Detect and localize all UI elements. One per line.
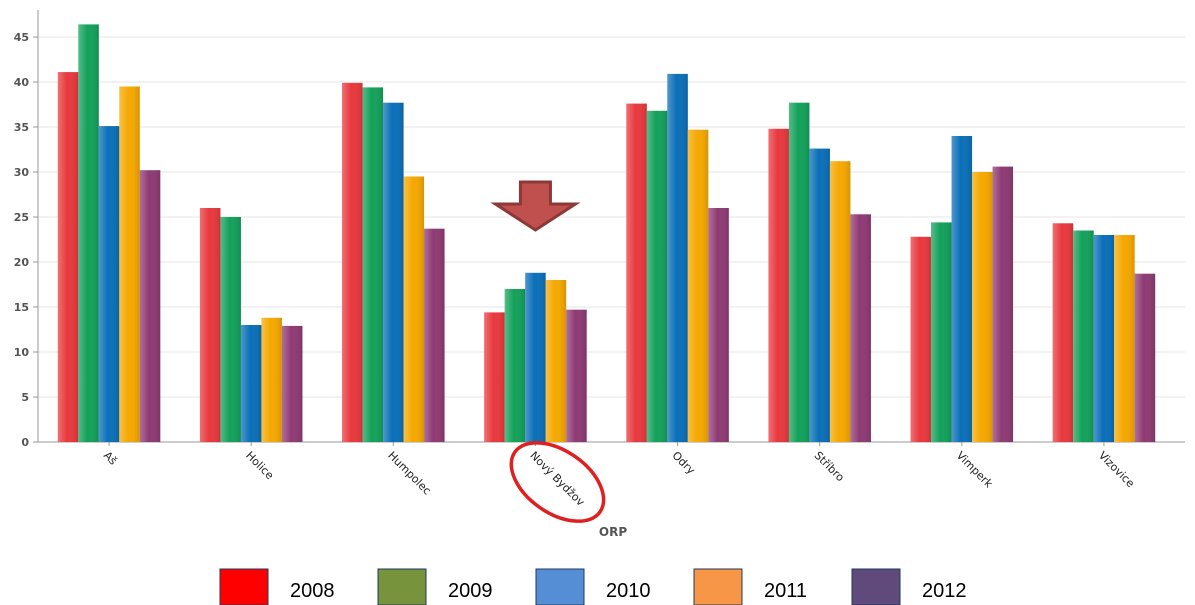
bar-shading xyxy=(910,236,932,442)
bar-shading xyxy=(342,82,363,443)
y-tick-label: 5 xyxy=(21,391,29,404)
legend: 2008 2009 2010 2011 2012 xyxy=(219,568,967,605)
bar-shading xyxy=(484,312,505,442)
bar-shading xyxy=(78,24,99,443)
y-tick-label: 20 xyxy=(14,256,30,269)
bar-shading xyxy=(992,166,1014,442)
highlight-ellipse xyxy=(509,441,606,523)
bar-shading xyxy=(972,172,993,442)
bar-shading xyxy=(1093,235,1115,442)
bar-shading xyxy=(708,208,729,442)
category-label: Vimperk xyxy=(954,449,996,491)
legend-label: 2011 xyxy=(764,580,807,602)
legend-swatch xyxy=(377,568,427,605)
legend-label: 2010 xyxy=(606,580,651,602)
highlight-arrow xyxy=(490,180,581,232)
bar-shading xyxy=(788,102,810,442)
category-label: Odry xyxy=(669,449,697,477)
legend-item-2008: 2008 xyxy=(219,568,335,605)
bar-shading xyxy=(1134,273,1156,442)
bar-shading xyxy=(566,309,587,442)
bar-shading xyxy=(504,289,526,442)
y-tick-label: 0 xyxy=(21,436,29,449)
bars xyxy=(57,24,1156,443)
legend-label: 2012 xyxy=(922,580,967,602)
bar-shading xyxy=(646,110,668,443)
y-tick-label: 25 xyxy=(14,211,29,224)
x-axis-title: ORP xyxy=(599,525,627,539)
bar-shading xyxy=(220,217,241,442)
bar-shading xyxy=(931,222,952,442)
legend-item-2010: 2010 xyxy=(535,568,651,605)
y-tick-label: 45 xyxy=(14,31,29,44)
bar-shading xyxy=(809,148,830,442)
category-labels: Aš Holice Humpolec Nový Bydžov Odry Stříbro Vi… xyxy=(101,449,1137,509)
bar-shading xyxy=(362,87,384,443)
bar-shading xyxy=(1073,230,1094,442)
bar-shading xyxy=(850,214,871,442)
legend-label: 2009 xyxy=(448,580,493,602)
category-label: Stříbro xyxy=(812,449,847,484)
bar-shading xyxy=(1052,223,1074,442)
bar-shading xyxy=(281,325,303,442)
legend-swatch xyxy=(219,568,269,605)
bar-shading xyxy=(261,317,282,442)
y-tick-label: 40 xyxy=(14,76,30,89)
y-tick-label: 30 xyxy=(14,166,30,179)
bar-shading xyxy=(139,170,161,442)
bar-shading xyxy=(626,103,647,442)
bar-shading xyxy=(199,208,221,442)
legend-swatch xyxy=(851,568,901,605)
bar-shading xyxy=(687,129,709,442)
legend-item-2011: 2011 xyxy=(693,568,807,605)
y-tick-label: 15 xyxy=(14,301,29,314)
annotations xyxy=(490,180,606,523)
category-label: Vizovice xyxy=(1096,449,1137,490)
bar-shading xyxy=(525,272,546,442)
bar-shading xyxy=(57,72,79,442)
category-label: Aš xyxy=(101,449,120,468)
y-tick-label: 10 xyxy=(14,346,30,359)
category-label: Humpolec xyxy=(385,449,433,497)
category-label: Holice xyxy=(243,449,276,482)
bar-shading xyxy=(829,161,851,442)
bar-shading xyxy=(545,280,567,442)
bar-shading xyxy=(424,228,445,442)
legend-item-2012: 2012 xyxy=(851,568,967,605)
bar-shading xyxy=(383,102,404,442)
legend-item-2009: 2009 xyxy=(377,568,493,605)
bar-shading xyxy=(667,73,688,443)
bar-shading xyxy=(240,325,262,442)
bar-shading xyxy=(119,86,140,442)
legend-swatch xyxy=(693,568,743,605)
bar-shading xyxy=(98,126,120,442)
bar-shading xyxy=(1114,235,1135,442)
legend-label: 2008 xyxy=(290,580,335,602)
bar-shading xyxy=(403,176,425,442)
legend-swatch xyxy=(535,568,585,605)
bar-shading xyxy=(951,136,973,442)
y-tick-label: 35 xyxy=(14,121,29,134)
bar-shading xyxy=(768,128,789,443)
